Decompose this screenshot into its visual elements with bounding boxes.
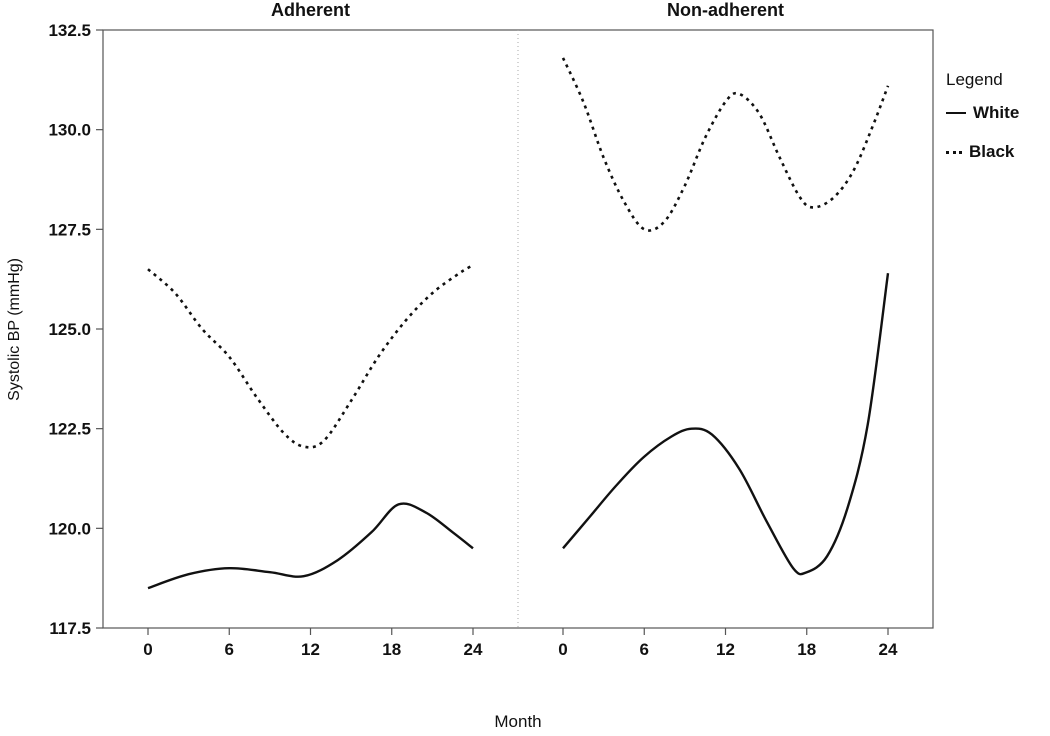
x-tick-label: 12	[716, 640, 735, 659]
series-line-white-adherent	[147, 502, 474, 590]
legend-solid-line-icon	[946, 112, 966, 114]
x-tick-label: 6	[640, 640, 649, 659]
legend-item-black: Black	[946, 142, 1019, 162]
y-tick-label: 127.5	[48, 220, 91, 239]
y-tick-label: 122.5	[48, 420, 91, 439]
legend-item-label: Black	[969, 142, 1015, 161]
x-tick-label: 24	[464, 640, 483, 659]
legend-title: Legend	[946, 70, 1003, 89]
x-axis-title: Month	[494, 712, 542, 731]
y-axis-title: Systolic BP (mmHg)	[2, 30, 28, 628]
x-tick-label: 0	[143, 640, 152, 659]
panel-title-non-adherent: Non-adherent	[667, 0, 784, 20]
series-line-white-non-adherent	[562, 273, 890, 576]
y-tick-label: 125.0	[48, 320, 91, 339]
y-axis-title-text: Systolic BP (mmHg)	[6, 257, 23, 401]
x-tick-label: 18	[797, 640, 816, 659]
legend-item-label: White	[973, 103, 1020, 122]
y-tick-label: 117.5	[49, 619, 91, 638]
series-line-black-non-adherent	[561, 57, 890, 232]
y-tick-label: 132.5	[48, 21, 91, 40]
x-tick-label: 6	[225, 640, 234, 659]
panel-title-adherent: Adherent	[270, 0, 350, 20]
legend: Legend White Black	[946, 70, 1019, 181]
x-tick-label: 24	[879, 640, 898, 659]
series-line-black-adherent	[147, 264, 474, 449]
x-tick-label: 18	[382, 640, 401, 659]
y-tick-label: 120.0	[48, 519, 91, 538]
legend-item-white: White	[946, 103, 1019, 123]
x-tick-label: 12	[301, 640, 320, 659]
x-tick-label: 0	[558, 640, 567, 659]
legend-dotted-line-icon	[946, 150, 962, 154]
y-tick-label: 130.0	[48, 121, 91, 140]
